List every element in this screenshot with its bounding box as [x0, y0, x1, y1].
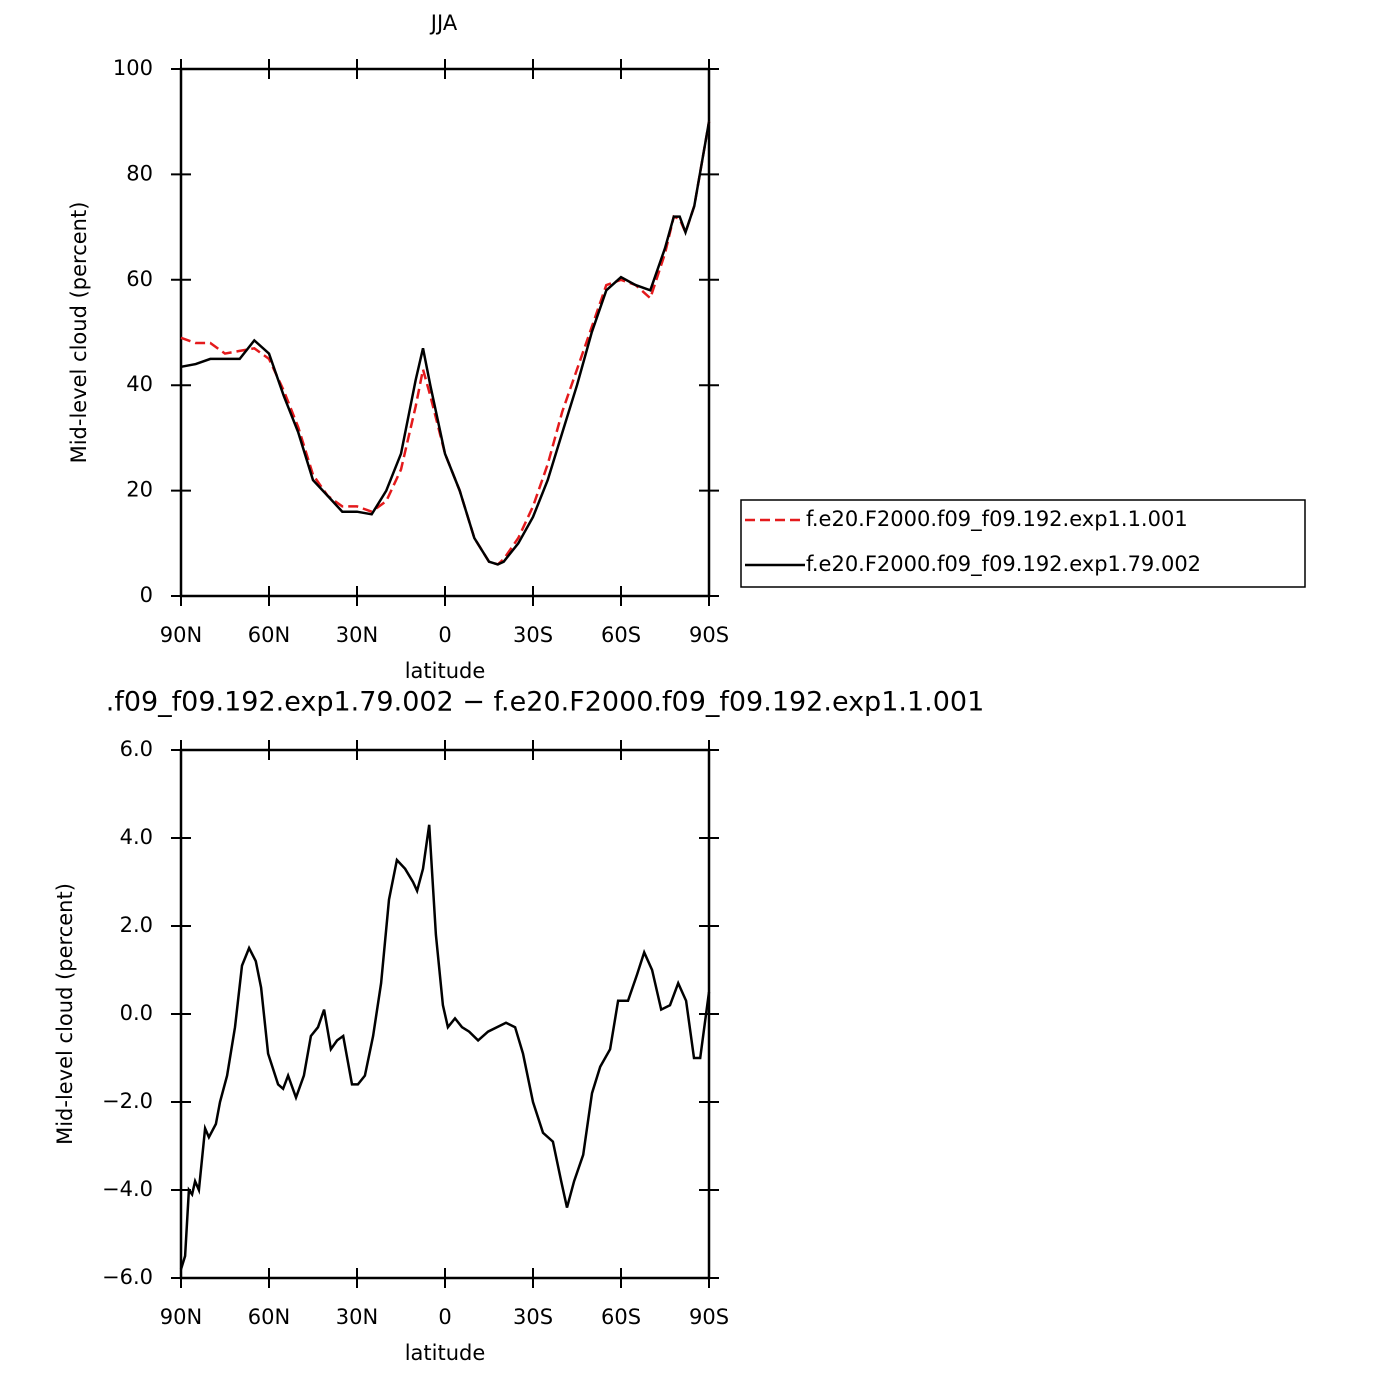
- y-tick-label: 40: [126, 372, 153, 396]
- x-tick-label: 60N: [248, 623, 290, 647]
- y-axis-label: Mid-level cloud (percent): [67, 202, 91, 464]
- x-tick-label: 90N: [160, 623, 202, 647]
- y-tick-label: 80: [126, 161, 153, 185]
- x-tick-label: 60N: [248, 1305, 290, 1329]
- x-tick-label: 90S: [689, 623, 729, 647]
- x-tick-label: 30S: [513, 1305, 553, 1329]
- x-tick-label: 30N: [336, 623, 378, 647]
- y-axis-label: Mid-level cloud (percent): [53, 883, 77, 1145]
- x-tick-label: 0: [438, 623, 451, 647]
- x-axis-label: latitude: [405, 1341, 486, 1365]
- y-tick-label: 4.0: [120, 825, 153, 849]
- x-tick-label: 30S: [513, 623, 553, 647]
- x-tick-label: 60S: [601, 623, 641, 647]
- y-tick-label: 2.0: [120, 913, 153, 937]
- data-line: [179, 824, 711, 1270]
- x-tick-label: 0: [438, 1305, 451, 1329]
- y-tick-label: 6.0: [120, 737, 153, 761]
- legend-label: f.e20.F2000.f09_f09.192.exp1.79.002: [806, 552, 1201, 577]
- legend-label: f.e20.F2000.f09_f09.192.exp1.1.001: [806, 507, 1188, 532]
- y-tick-label: 20: [126, 478, 153, 502]
- x-tick-label: 90S: [689, 1305, 729, 1329]
- legend-box: [740, 499, 1306, 588]
- x-tick-label: 60S: [601, 1305, 641, 1329]
- y-tick-label: −6.0: [102, 1265, 153, 1289]
- y-tick-label: −4.0: [102, 1177, 153, 1201]
- y-tick-label: −2.0: [102, 1089, 153, 1113]
- chart-title: .f09_f09.192.exp1.79.002 − f.e20.F2000.f…: [106, 687, 985, 718]
- chart-title: JJA: [429, 11, 458, 35]
- y-tick-label: 0: [140, 583, 153, 607]
- y-tick-label: 100: [113, 56, 153, 80]
- x-tick-label: 30N: [336, 1305, 378, 1329]
- x-tick-label: 90N: [160, 1305, 202, 1329]
- y-tick-label: 60: [126, 267, 153, 291]
- data-line: [180, 121, 711, 566]
- x-axis-label: latitude: [405, 659, 486, 683]
- y-tick-label: 0.0: [120, 1001, 153, 1025]
